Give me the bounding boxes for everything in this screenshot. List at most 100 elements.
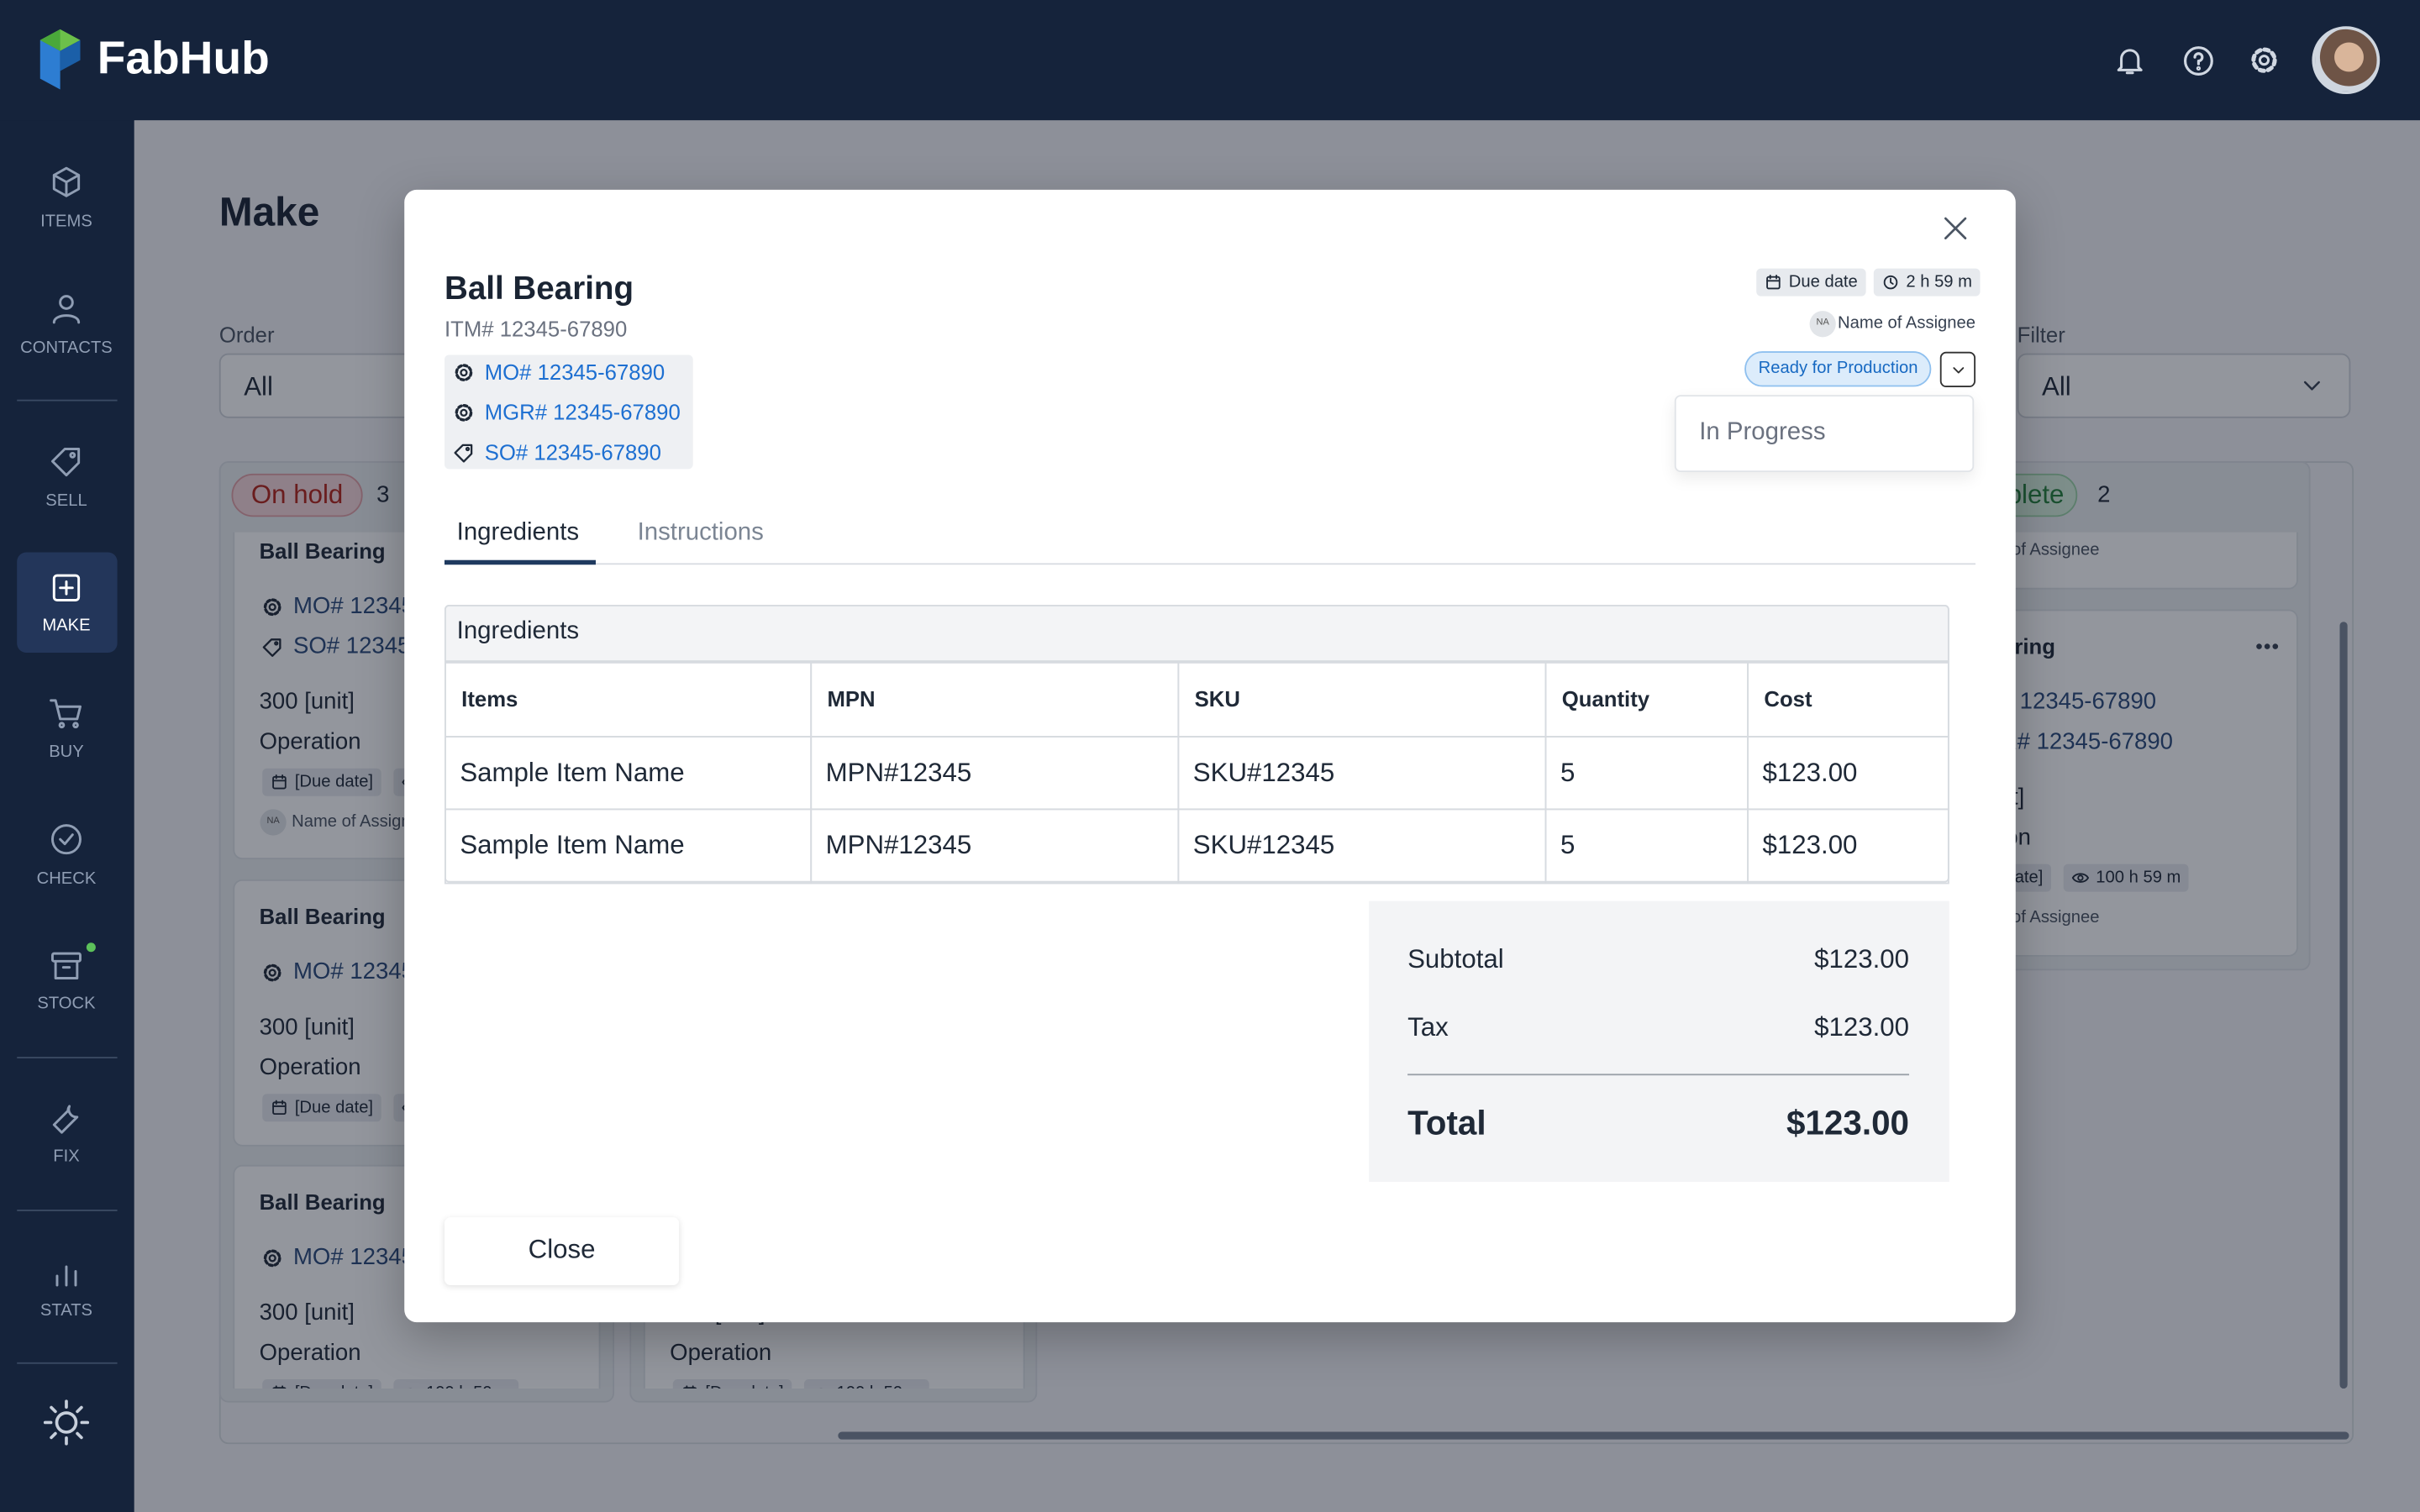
time-chip-text: 2 h 59 m [1906,273,1973,292]
card-title: Ball Bearing [259,538,386,564]
link-icon [262,597,281,616]
icon-part [262,963,281,981]
filter-select[interactable] [2017,353,2351,418]
column-count: 3 [376,481,390,508]
icon-part [43,1399,90,1446]
sidebar-item[interactable]: STOCK [37,995,96,1014]
filter-label: Filter [2017,322,2065,348]
chevron-icon [2303,381,2320,391]
eye-icon [2071,873,2090,883]
icon-part [1944,217,1967,239]
time-chip: 100 h 59 m [393,1379,519,1389]
icon-part [2071,873,2090,883]
icon-part [682,1387,697,1389]
icon-part [52,1105,79,1134]
icon-part [59,295,74,310]
modal-link[interactable]: MO# 12345-67890 [484,359,666,385]
card-step: Operation [259,728,361,755]
order-value: All [244,372,273,402]
sidebar-icon [52,574,81,601]
sidebar-icon [52,295,81,324]
sidebar-item[interactable]: SELL [45,491,87,511]
sidebar-item[interactable]: STATS [39,1301,93,1320]
icon-part [454,363,472,381]
help-icon [2183,45,2212,76]
icon-part [2195,65,2201,71]
sidebar-item[interactable]: ITEMS [40,212,92,231]
brand-name[interactable]: FabHub [97,33,270,85]
icon-part [52,574,81,601]
tab-divider [444,563,1976,565]
icon-part [39,29,60,51]
table-cell-text: $123.00 [1762,757,1858,787]
tax-value: $123.00 [1814,1012,1910,1042]
status-dropdown[interactable] [1939,351,1976,388]
icon-part [464,445,470,451]
icon-part [2117,49,2143,71]
sidebar-item[interactable]: FIX [53,1147,80,1166]
table-cell-text: $123.00 [1762,830,1858,860]
sidebar-item[interactable]: BUY [49,743,84,762]
icon-part [55,1411,78,1434]
icon-part [1766,274,1781,282]
icon-part [267,1253,276,1262]
modal-link[interactable]: SO# 12345-67890 [484,439,661,465]
due-chip: [Due date] [262,768,381,796]
status-pill[interactable]: Ready for Production [1744,351,1932,386]
close-button-label[interactable]: Close [528,1234,596,1264]
icon-part [39,39,60,90]
icon-part [58,722,66,729]
tab[interactable]: Ingredients [456,519,580,546]
sidebar-item[interactable]: MAKE [42,617,91,636]
cal-icon [682,1385,697,1389]
due-chip-text: [Due date] [294,773,374,792]
tax-label: Tax [1407,1012,1449,1042]
icon-part [261,638,281,657]
table-cell-text: 5 [1560,757,1576,787]
page-title: Make [218,188,320,235]
time-chip-text: 100 h 59 m [2096,869,2181,888]
notifications-icon [2117,49,2143,75]
due-chip: Due date [1756,268,1865,297]
table-caption-bar [444,605,1949,662]
card-quantity: 300 [unit] [259,688,355,716]
icon-part [50,824,82,855]
icon-part [2251,47,2277,73]
card-title: Ball Bearing [259,1189,386,1215]
sidebar-icon [50,699,82,729]
column-header: MPN [827,686,876,711]
icon-part [52,314,81,324]
sidebar-item[interactable]: CHECK [36,869,97,889]
icon-part [60,39,81,71]
due-chip: [Due date] [672,1379,792,1389]
assignee-initials: NA [260,809,287,836]
due-chip: [Due date] [262,1379,381,1389]
close-icon[interactable] [1939,212,1972,245]
user-avatar[interactable] [2312,26,2381,95]
icon-part [686,1385,694,1389]
clock-icon [1883,275,1898,290]
icon-part [273,640,278,645]
icon-part [272,1100,287,1107]
logo[interactable] [39,24,82,92]
link-icon [454,403,472,421]
cal-icon [272,1385,287,1389]
icon-part [459,368,467,376]
close-button[interactable] [444,1217,680,1285]
settings-icon [2251,47,2277,73]
icon-part [69,451,76,459]
cal-icon [1766,274,1781,290]
sidebar-item[interactable]: CONTACTS [20,339,113,358]
modal-link[interactable]: MGR# 12345-67890 [484,399,681,425]
modal: Ball Bearing ITM# 12345-67890 MO# 12345-67… [404,189,2016,1323]
scrollbar-horizontal [838,1431,2349,1440]
icon-part [272,774,287,782]
status-option[interactable]: In Progress [1699,419,1826,446]
tab[interactable]: Instructions [637,519,764,546]
icon-part [1766,276,1781,290]
due-chip-text: [Due date] [295,1384,373,1389]
filter-value: All [2042,372,2071,402]
